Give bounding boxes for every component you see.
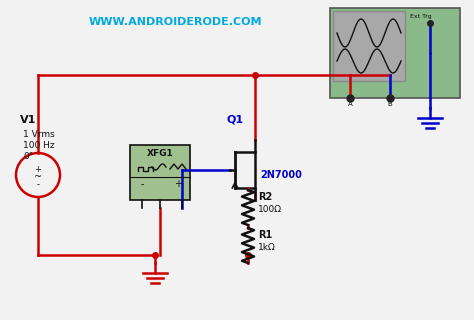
Text: +: + (174, 179, 182, 189)
Text: A: A (347, 101, 352, 107)
Text: XFG1: XFG1 (146, 148, 173, 157)
Text: WWW.ANDROIDERODE.COM: WWW.ANDROIDERODE.COM (88, 17, 262, 27)
Text: 100Ω: 100Ω (258, 205, 282, 214)
Text: B: B (388, 101, 392, 107)
Text: V1: V1 (20, 115, 36, 125)
Text: 2N7000: 2N7000 (260, 170, 302, 180)
Text: R1: R1 (258, 230, 272, 240)
FancyBboxPatch shape (130, 145, 190, 200)
Text: -: - (140, 179, 144, 189)
FancyBboxPatch shape (330, 8, 460, 98)
Text: Ext Trg: Ext Trg (410, 14, 432, 19)
Text: 0°: 0° (23, 152, 33, 161)
Text: 1 Vrms: 1 Vrms (23, 130, 55, 139)
Text: 100 Hz: 100 Hz (23, 141, 55, 150)
Text: R2: R2 (258, 192, 272, 202)
Text: 1kΩ: 1kΩ (258, 243, 276, 252)
Text: -: - (36, 180, 39, 189)
Text: +: + (35, 164, 41, 173)
Text: ~: ~ (34, 172, 42, 182)
FancyBboxPatch shape (333, 11, 405, 81)
Text: Q1: Q1 (227, 114, 244, 124)
